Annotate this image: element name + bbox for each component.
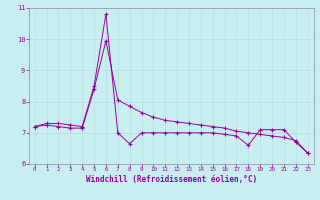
X-axis label: Windchill (Refroidissement éolien,°C): Windchill (Refroidissement éolien,°C) <box>86 175 257 184</box>
